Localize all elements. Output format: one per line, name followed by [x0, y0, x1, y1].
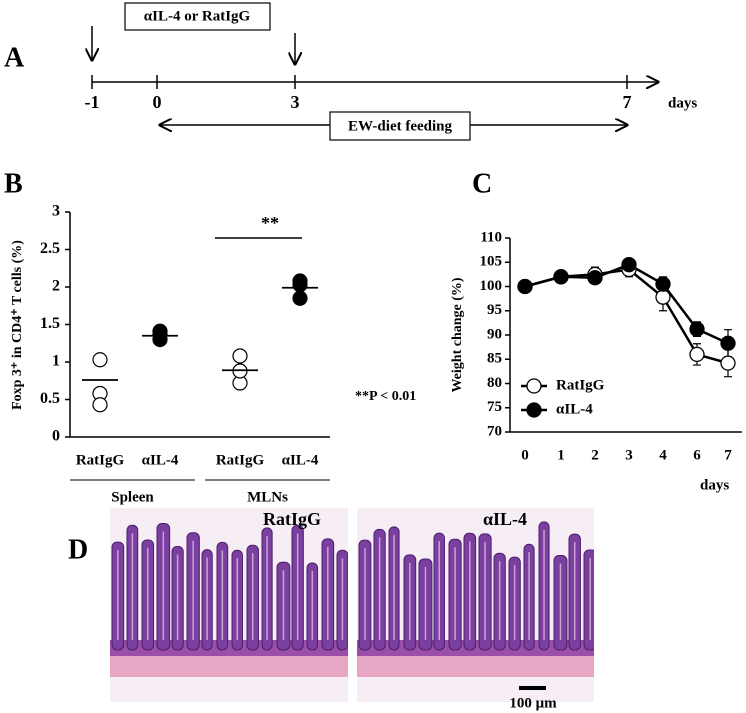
- villus: [583, 549, 594, 651]
- data-point: [517, 278, 533, 295]
- legend-marker: [526, 378, 542, 394]
- group-label: MLNs: [247, 489, 288, 505]
- data-point: [232, 348, 248, 364]
- data-point: [621, 257, 637, 273]
- data-point: [92, 352, 108, 368]
- significance: **: [261, 213, 279, 233]
- x-tick-label: 4: [659, 447, 667, 463]
- data-point: [720, 335, 736, 351]
- data-point: [587, 270, 603, 286]
- data-point: [292, 277, 308, 293]
- submucosa: [357, 640, 594, 656]
- y-tick-label: 3: [52, 203, 60, 220]
- x-tick-label: αIL-4: [282, 452, 319, 468]
- image-label: RatIgG: [263, 509, 321, 529]
- y-axis-label: Weight change (%): [450, 277, 465, 392]
- histology-image: [357, 508, 594, 702]
- x-tick-label: RatIgG: [76, 452, 125, 468]
- y-tick-label: 110: [480, 229, 502, 245]
- x-tick-label: 7: [724, 447, 732, 463]
- panel-label: B: [4, 168, 23, 199]
- histology-image: [110, 508, 348, 702]
- y-tick-label: 85: [487, 351, 502, 367]
- data-point: [152, 326, 168, 342]
- x-tick-label: αIL-4: [142, 452, 179, 468]
- legend-label: αIL-4: [556, 401, 593, 417]
- y-axis-label: Foxp 3⁺ in CD4⁺ T cells (%): [10, 240, 25, 410]
- panel-label: A: [4, 42, 25, 73]
- y-tick-label: 2.5: [40, 240, 60, 257]
- legend-marker: [526, 402, 542, 418]
- group-label: Spleen: [111, 489, 154, 505]
- y-tick-label: 0: [52, 428, 60, 445]
- y-tick-label: 75: [487, 399, 502, 415]
- timeline-unit: days: [668, 95, 697, 111]
- data-point: [689, 321, 705, 337]
- p-note: **P < 0.01: [355, 389, 416, 404]
- data-point: [655, 276, 671, 292]
- y-tick-label: 70: [487, 423, 502, 439]
- y-tick-label: 0.5: [40, 390, 60, 407]
- x-tick-label: 2: [591, 447, 599, 463]
- data-point: [292, 290, 308, 306]
- x-tick-label: 1: [557, 447, 565, 463]
- muscle-layer: [357, 655, 594, 677]
- feeding-label: EW-diet feeding: [348, 118, 453, 134]
- y-tick-label: 95: [487, 302, 502, 318]
- timeline-tick-label: 3: [291, 92, 300, 112]
- x-axis-label: days: [700, 477, 729, 493]
- y-tick-label: 90: [487, 326, 502, 342]
- x-tick-label: 6: [693, 447, 701, 463]
- y-tick-label: 80: [487, 375, 502, 391]
- y-tick-label: 100: [480, 278, 503, 294]
- scale-bar-label: 100 μm: [509, 695, 557, 711]
- x-tick-label: 3: [625, 447, 633, 463]
- x-tick-label: RatIgG: [216, 452, 265, 468]
- histology-images: [110, 508, 594, 702]
- image-label: αIL-4: [483, 509, 527, 529]
- treatment-label: αIL-4 or RatIgG: [144, 8, 251, 24]
- data-point: [720, 355, 736, 371]
- data-point: [92, 397, 108, 413]
- data-point: [689, 346, 705, 363]
- legend-label: RatIgG: [556, 377, 605, 393]
- y-tick-label: 105: [480, 254, 503, 270]
- data-point: [553, 269, 569, 285]
- y-tick-label: 2: [52, 278, 60, 295]
- timeline-tick-label: 0: [153, 92, 162, 112]
- panel-label: C: [472, 168, 492, 199]
- timeline-tick-label: 7: [623, 92, 632, 112]
- panel-label: D: [68, 534, 88, 565]
- timeline-tick-label: -1: [85, 92, 100, 112]
- x-tick-label: 0: [521, 447, 529, 463]
- y-tick-label: 1: [52, 353, 60, 370]
- muscle-layer: [110, 655, 348, 677]
- data-point: [655, 289, 671, 305]
- y-tick-label: 1.5: [40, 315, 60, 332]
- feeding-box: [329, 111, 471, 141]
- treatment-box: [124, 2, 271, 31]
